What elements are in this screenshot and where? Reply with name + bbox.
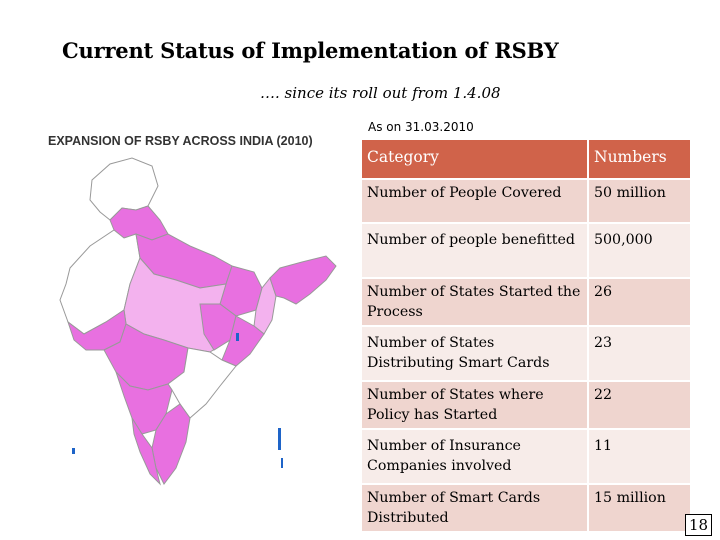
- header-numbers: Numbers: [587, 140, 690, 180]
- slide-subtitle: …. since its roll out from 1.4.08: [260, 84, 501, 102]
- table-header-row: Category Numbers: [362, 140, 690, 180]
- row-category: Number of States Distributing Smart Card…: [362, 327, 587, 382]
- row-category: Number of Insurance Companies involved: [362, 430, 587, 485]
- table-row: Number of States Started the Process 26: [362, 279, 690, 327]
- map-islands-lakshadweep: [72, 448, 75, 454]
- row-category: Number of Smart Cards Distributed: [362, 485, 587, 533]
- page-number: 18: [685, 514, 713, 536]
- row-category: Number of States Started the Process: [362, 279, 587, 327]
- row-value: 15 million: [587, 485, 690, 533]
- map-islands-nicobar: [281, 458, 283, 468]
- row-value: 500,000: [587, 224, 690, 279]
- as-of-date: As on 31.03.2010: [368, 120, 474, 134]
- map-region-andhra: [167, 347, 237, 419]
- slide-title: Current Status of Implementation of RSBY: [62, 38, 559, 63]
- india-map: [59, 157, 337, 486]
- header-category: Category: [362, 140, 587, 180]
- map-region-northeast: [269, 255, 337, 305]
- row-category: Number of People Covered: [362, 180, 587, 224]
- map-title: EXPANSION OF RSBY ACROSS INDIA (2010): [48, 134, 313, 148]
- row-value: 23: [587, 327, 690, 382]
- row-value: 22: [587, 382, 690, 430]
- row-value: 50 million: [587, 180, 690, 224]
- row-category: Number of States where Policy has Starte…: [362, 382, 587, 430]
- row-category: Number of people benefitted: [362, 224, 587, 279]
- rsby-status-table: Category Numbers Number of People Covere…: [362, 140, 690, 533]
- table-row: Number of people benefitted 500,000: [362, 224, 690, 279]
- table-row: Number of Insurance Companies involved 1…: [362, 430, 690, 485]
- table-row: Number of States Distributing Smart Card…: [362, 327, 690, 382]
- table-row: Number of People Covered 50 million: [362, 180, 690, 224]
- table-row: Number of States where Policy has Starte…: [362, 382, 690, 430]
- map-islands-east: [236, 333, 239, 341]
- row-value: 11: [587, 430, 690, 485]
- row-value: 26: [587, 279, 690, 327]
- table-row: Number of Smart Cards Distributed 15 mil…: [362, 485, 690, 533]
- map-islands-andaman: [278, 428, 281, 450]
- india-map-figure: EXPANSION OF RSBY ACROSS INDIA (2010): [40, 128, 340, 538]
- map-region-kerala: [131, 417, 161, 486]
